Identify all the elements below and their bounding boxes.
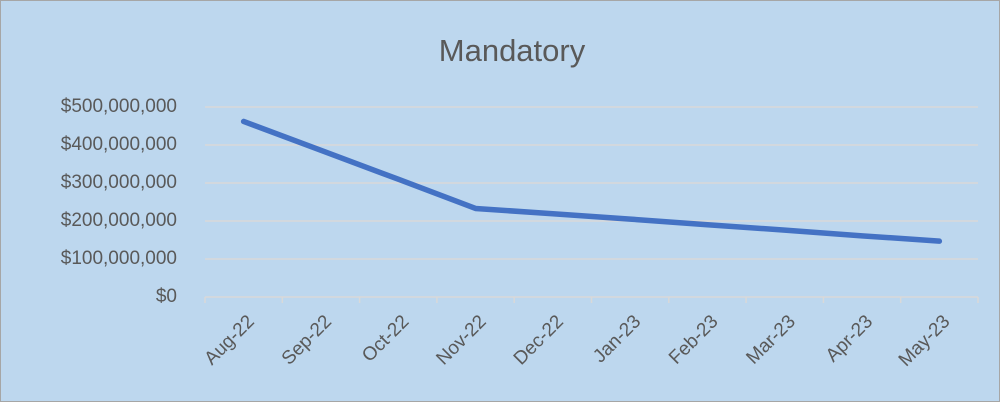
y-tick-label: $400,000,000 [61, 134, 177, 155]
chart-title: Mandatory [439, 33, 586, 68]
y-tick-label: $300,000,000 [61, 172, 177, 193]
line-series [240, 118, 943, 244]
y-tick-label: $200,000,000 [61, 210, 177, 231]
y-tick-label: $500,000,000 [61, 96, 177, 117]
y-tick-label: $100,000,000 [61, 248, 177, 269]
y-tick-label: $0 [156, 286, 177, 307]
